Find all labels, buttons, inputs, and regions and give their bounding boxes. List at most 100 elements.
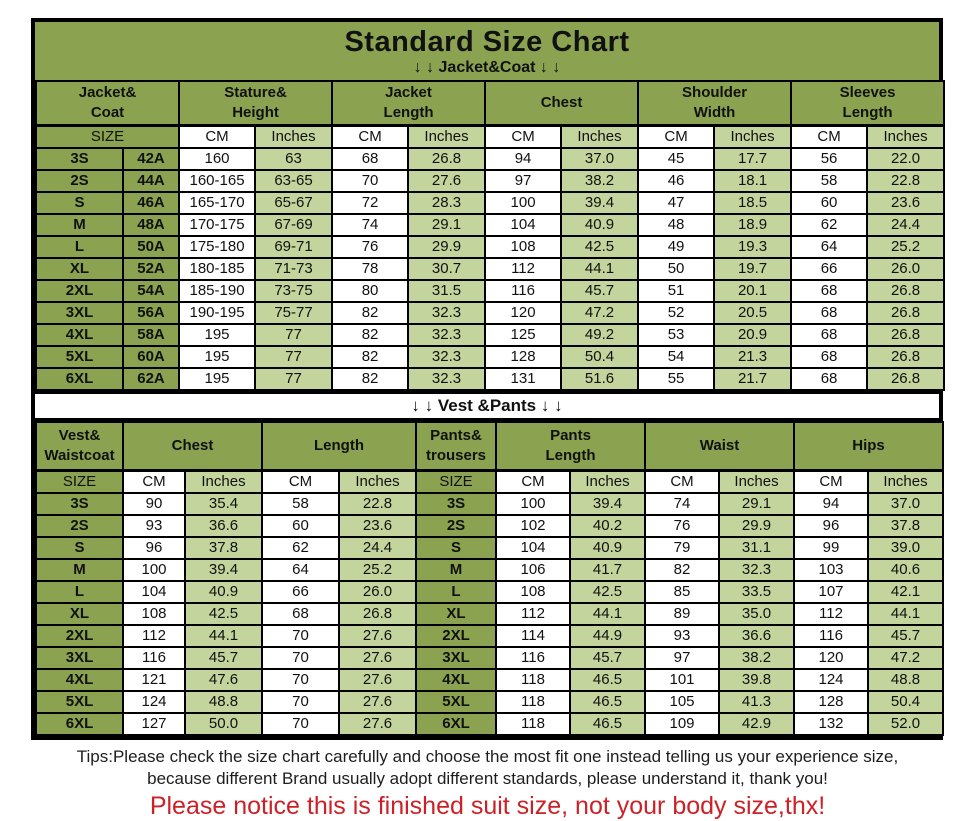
value-cell: 39.4 [184, 558, 263, 582]
size-cell: 3XL [415, 646, 497, 670]
value-cell: 25.2 [338, 558, 417, 582]
value-cell: 27.6 [338, 668, 417, 692]
size-cell: 5XL [415, 690, 497, 714]
value-cell: 100 [122, 558, 186, 582]
value-cell: 116 [122, 646, 186, 670]
unit-header-cm: CM [495, 469, 571, 494]
table-row: 3S 90 35.4 58 22.8 3S 100 39.4 74 29.1 94 37.0 [35, 492, 945, 516]
value-cell: 160 [178, 147, 257, 171]
value-cell: 64 [790, 235, 869, 259]
value-cell: 30.7 [407, 257, 487, 281]
value-cell: 42.5 [184, 602, 263, 626]
value-cell: 65-67 [254, 191, 334, 215]
jacket-coat-banner: ↓ ↓ Jacket&Coat ↓ ↓ [413, 59, 561, 76]
size-cell: 5XL [35, 690, 124, 714]
size-cell: XL [415, 602, 497, 626]
value-cell: 74 [644, 492, 720, 516]
unit-header-inches: Inches [407, 124, 487, 149]
value-cell: 58 [790, 169, 869, 193]
unit-header-cm: CM [331, 124, 410, 149]
value-cell: 31.5 [407, 279, 487, 303]
column-group-pants-trousers: Pants& trousers [415, 421, 497, 472]
value-cell: 18.9 [713, 213, 793, 237]
table-row: 2XL 54A 185-190 73-75 80 31.5 116 45.7 51 20.1 68 2… [35, 279, 946, 303]
column-group-row: Vest& Waistcoat Chest Length Pants& trou… [35, 421, 945, 472]
value-cell: 42.9 [717, 712, 796, 736]
value-cell: 22.8 [866, 169, 946, 193]
value-cell: 48.8 [184, 690, 263, 714]
size-cell: S [35, 536, 124, 560]
value-cell: 63-65 [254, 169, 334, 193]
value-cell: 116 [793, 624, 870, 648]
size-cell: 6XL [35, 367, 124, 391]
value-cell: 107 [793, 580, 870, 604]
value-cell: 170-175 [178, 213, 257, 237]
value-cell: 35.0 [717, 602, 796, 626]
column-group-jacket-coat: Jacket& Coat [34, 80, 181, 127]
size-cell: 2S [35, 169, 124, 193]
value-cell: 128 [484, 345, 563, 369]
vest-pants-table: Vest& Waistcoat Chest Length Pants& trou… [35, 421, 945, 736]
size-cell: 6XL [35, 712, 124, 736]
value-cell: 93 [122, 514, 186, 538]
value-cell: 39.8 [717, 668, 796, 692]
size-cell: 44A [121, 169, 181, 193]
value-cell: 62 [261, 536, 340, 560]
table-row: S 96 37.8 62 24.4 S 104 40.9 79 31.1 99 39.0 [35, 536, 945, 560]
value-cell: 25.2 [866, 235, 946, 259]
value-cell: 82 [331, 301, 410, 325]
value-cell: 48.8 [867, 668, 945, 692]
table-row: M 100 39.4 64 25.2 M 106 41.7 82 32.3 103 40.6 [35, 558, 945, 582]
column-group-chest: Chest [122, 421, 263, 472]
size-cell: 2S [415, 514, 497, 538]
table-row: 6XL 62A 195 77 82 32.3 131 51.6 55 21.7 68 26.8 [35, 367, 946, 391]
value-cell: 27.6 [407, 169, 487, 193]
value-cell: 105 [644, 690, 720, 714]
value-cell: 93 [644, 624, 720, 648]
size-cell: 42A [121, 147, 181, 171]
size-header: SIZE [415, 469, 497, 494]
value-cell: 47.2 [560, 301, 640, 325]
value-cell: 45 [637, 147, 716, 171]
value-cell: 108 [495, 580, 571, 604]
value-cell: 42.1 [867, 580, 945, 604]
value-cell: 47 [637, 191, 716, 215]
value-cell: 40.6 [867, 558, 945, 582]
size-chart: Standard Size Chart ↓ ↓ Jacket&Coat ↓ ↓ … [31, 18, 946, 740]
value-cell: 37.0 [560, 147, 640, 171]
column-group-jacket-length: Jacket Length [331, 80, 487, 127]
column-group-vest-waistcoat: Vest& Waistcoat [35, 421, 124, 472]
value-cell: 46.5 [569, 690, 646, 714]
size-cell: 2XL [35, 624, 124, 648]
value-cell: 68 [790, 323, 869, 347]
value-cell: 41.7 [569, 558, 646, 582]
table-row: 3XL 56A 190-195 75-77 82 32.3 120 47.2 52 20.5 68 2… [35, 301, 946, 325]
value-cell: 85 [644, 580, 720, 604]
value-cell: 190-195 [178, 301, 257, 325]
value-cell: 40.9 [560, 213, 640, 237]
unit-header-inches: Inches [254, 124, 334, 149]
size-cell: 4XL [35, 668, 124, 692]
size-cell: 4XL [415, 668, 497, 692]
value-cell: 60 [790, 191, 869, 215]
table-row: XL 52A 180-185 71-73 78 30.7 112 44.1 50 19.7 66 26… [35, 257, 946, 281]
size-cell: 3XL [35, 646, 124, 670]
table-row: 6XL 127 50.0 70 27.6 6XL 118 46.5 109 42.9 132 52.0 [35, 712, 945, 736]
value-cell: 102 [495, 514, 571, 538]
value-cell: 70 [261, 668, 340, 692]
value-cell: 32.3 [407, 367, 487, 391]
value-cell: 37.8 [184, 536, 263, 560]
value-cell: 64 [261, 558, 340, 582]
value-cell: 106 [495, 558, 571, 582]
value-cell: 21.3 [713, 345, 793, 369]
value-cell: 96 [793, 514, 870, 538]
size-cell: 4XL [35, 323, 124, 347]
value-cell: 82 [331, 345, 410, 369]
table-row: 2S 93 36.6 60 23.6 2S 102 40.2 76 29.9 96 37.8 [35, 514, 945, 538]
value-cell: 72 [331, 191, 410, 215]
table-row: 3S 42A 160 63 68 26.8 94 37.0 45 17.7 56 22.0 [35, 147, 946, 171]
size-header: SIZE [34, 124, 181, 149]
value-cell: 73-75 [254, 279, 334, 303]
column-group-row: Jacket& Coat Stature& Height Jacket Leng… [34, 80, 946, 127]
value-cell: 37.0 [867, 492, 945, 516]
